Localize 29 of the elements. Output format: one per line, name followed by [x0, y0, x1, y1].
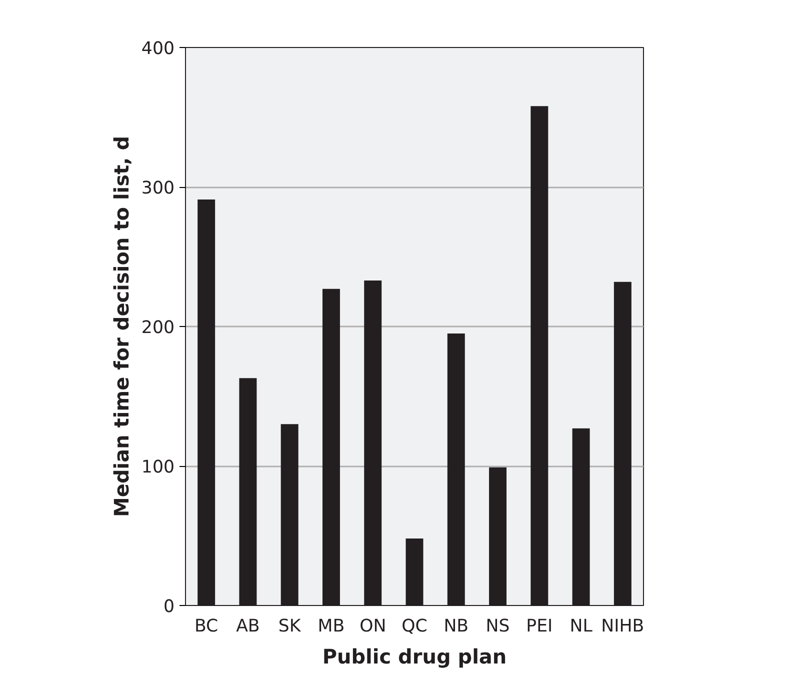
- bar: [406, 538, 424, 606]
- y-axis-title: Median time for decision to list, d: [109, 136, 134, 517]
- bar: [198, 200, 216, 606]
- x-tick-label: NL: [570, 616, 593, 636]
- y-tick-label: 0: [163, 597, 175, 617]
- bar: [322, 288, 340, 606]
- y-tick-label: 200: [141, 318, 175, 338]
- bar: [447, 333, 465, 606]
- y-tick-label: 300: [141, 178, 175, 198]
- x-tick-label: BC: [194, 616, 218, 636]
- x-tick-label: NIHB: [601, 616, 644, 636]
- x-tick-label: AB: [236, 616, 260, 636]
- bar: [239, 378, 257, 606]
- x-tick-label: PEI: [526, 616, 553, 636]
- x-tick-label: NB: [444, 616, 469, 636]
- bar: [614, 282, 632, 606]
- bar: [364, 280, 382, 606]
- x-tick-label: QC: [402, 616, 428, 636]
- bar: [280, 424, 298, 606]
- x-tick-label: ON: [360, 616, 386, 636]
- bar: [489, 467, 507, 606]
- x-tick-label: NS: [486, 616, 510, 636]
- y-tick-label: 400: [141, 39, 175, 59]
- bar: [530, 106, 548, 606]
- x-tick-label: SK: [278, 616, 302, 636]
- y-tick-label: 100: [141, 458, 175, 478]
- x-axis-title: Public drug plan: [322, 644, 507, 668]
- bar: [572, 428, 590, 606]
- x-tick-label: MB: [318, 616, 345, 636]
